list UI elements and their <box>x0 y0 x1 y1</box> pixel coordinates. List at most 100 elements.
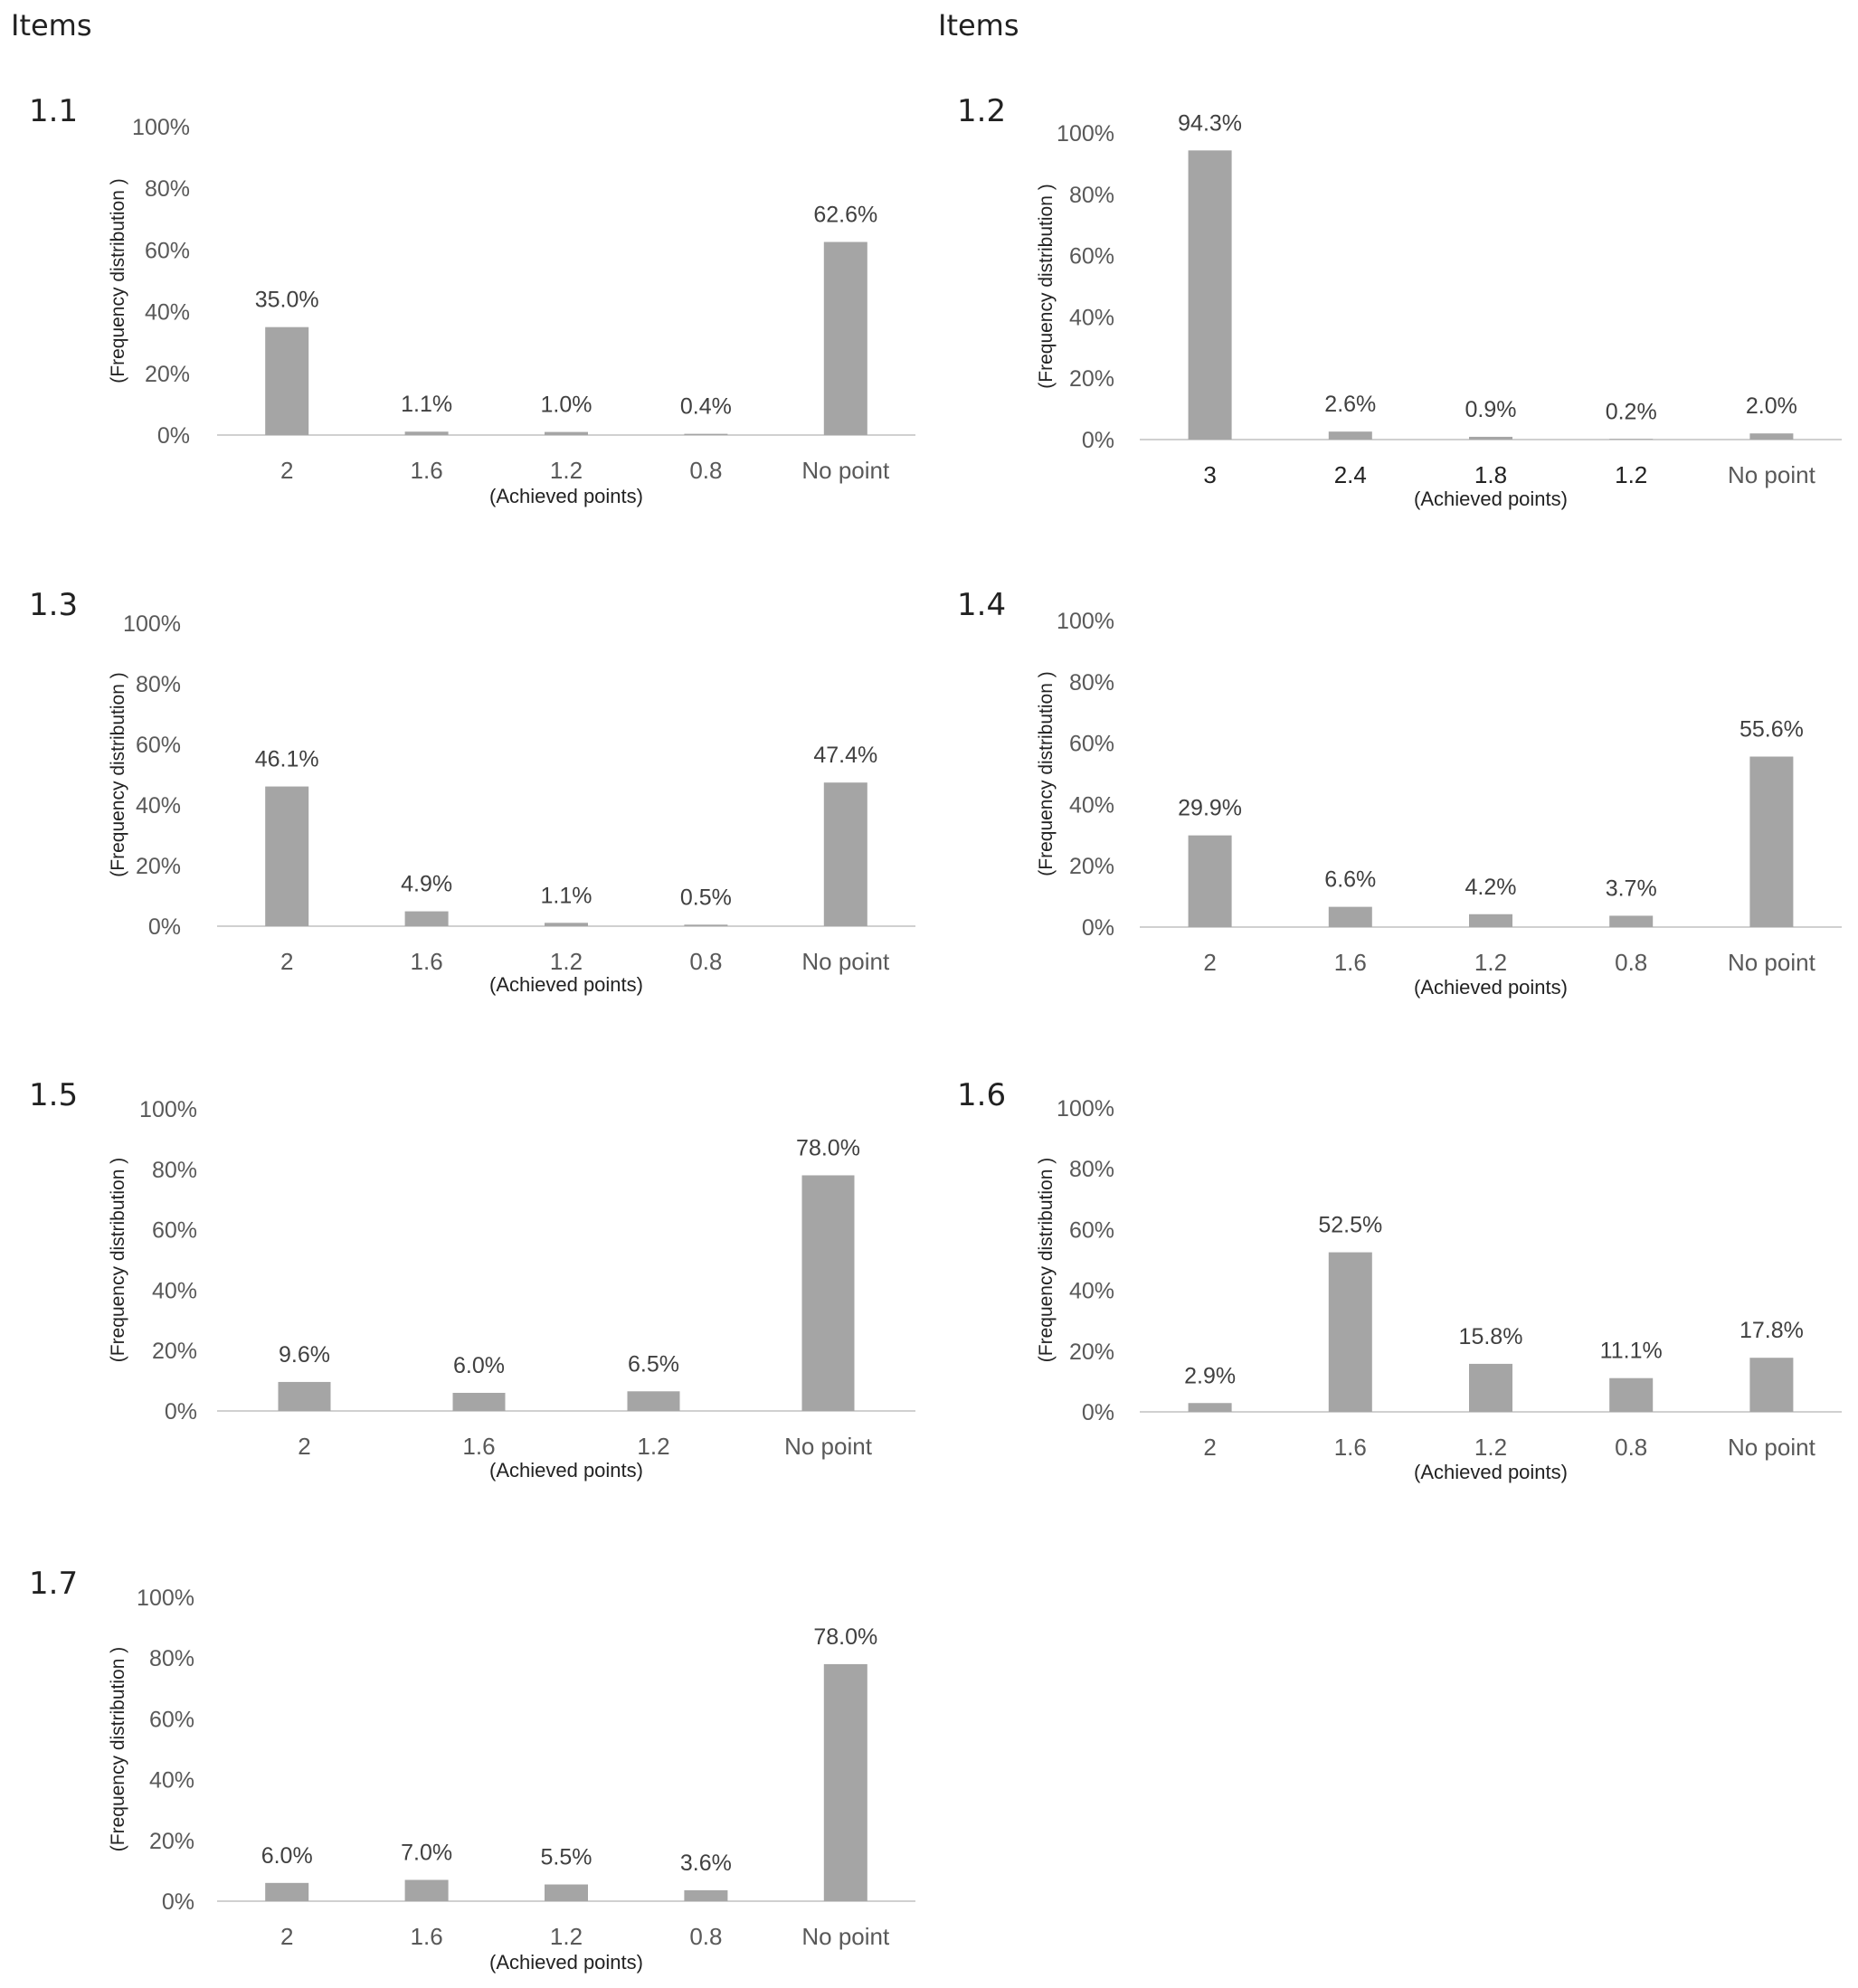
bar <box>265 1882 309 1901</box>
x-tick-label: No point <box>801 1923 890 1950</box>
x-tick-label: 0.8 <box>1615 1434 1647 1461</box>
x-axis-label: (Achieved points) <box>489 485 643 507</box>
data-label: 5.5% <box>541 1845 592 1870</box>
data-label: 15.8% <box>1459 1324 1523 1349</box>
chart-panel-1-4: 1.4 0% 20% 40% 60% 80% 100% 29.9% 2 6.6% 1.6 4.2% 1.… <box>957 587 1842 999</box>
x-tick-label: 1.6 <box>411 948 443 975</box>
y-tick-label: 100% <box>139 1097 197 1122</box>
bar <box>545 1884 588 1901</box>
y-tick-label: 100% <box>123 611 181 637</box>
bar <box>452 1392 506 1411</box>
y-tick-label: 20% <box>136 854 181 879</box>
y-tick-label: 0% <box>1082 428 1114 453</box>
x-tick-label: 0.8 <box>1615 949 1647 976</box>
x-tick-label: No point <box>1728 1434 1816 1461</box>
y-tick-label: 20% <box>152 1339 197 1364</box>
y-axis-label: (Frequency distribution ) <box>108 178 128 383</box>
y-tick-label: 60% <box>152 1218 197 1244</box>
x-tick-label: 0.8 <box>689 457 722 484</box>
y-tick-label: 80% <box>136 672 181 697</box>
data-label: 2.9% <box>1184 1363 1236 1388</box>
data-label: 94.3% <box>1178 110 1242 136</box>
y-axis-label: (Frequency distribution ) <box>108 672 128 876</box>
panel-id: 1.1 <box>29 93 78 129</box>
x-tick-label: No point <box>784 1433 873 1460</box>
bar <box>265 327 309 435</box>
y-tick-label: 40% <box>136 793 181 819</box>
x-tick-label: 1.6 <box>1334 1434 1367 1461</box>
data-label: 78.0% <box>813 1624 877 1650</box>
chart-panel-1-6: 1.6 0% 20% 40% 60% 80% 100% 2.9% 2 52.5% 1.6 15.8% 1… <box>957 1077 1842 1483</box>
chart-panel-1-5: 1.5 0% 20% 40% 60% 80% 100% 9.6% 2 6.0% 1.6 6.5% 1.2… <box>29 1077 915 1482</box>
y-axis-label: (Frequency distribution ) <box>1036 671 1057 876</box>
panel-id: 1.7 <box>29 1566 78 1602</box>
data-label: 2.6% <box>1324 392 1376 417</box>
bar <box>1609 915 1654 927</box>
data-label: 6.0% <box>261 1843 313 1869</box>
chart-panel-1-3: 1.3 0% 20% 40% 60% 80% 100% 46.1% 2 4.9% 1.6 1.1% 1.… <box>29 587 915 996</box>
x-axis-label: (Achieved points) <box>489 1459 643 1482</box>
x-tick-label: 2 <box>1203 1434 1216 1461</box>
bar <box>823 241 867 435</box>
bar <box>1609 439 1654 440</box>
x-axis-label: (Achieved points) <box>1414 1461 1568 1483</box>
y-tick-label: 80% <box>152 1158 197 1183</box>
data-label: 52.5% <box>1318 1213 1382 1238</box>
panel-id: 1.2 <box>957 93 1006 129</box>
bar <box>1188 835 1232 927</box>
data-label: 11.1% <box>1600 1339 1663 1364</box>
y-tick-label: 60% <box>1069 732 1114 757</box>
y-tick-label: 100% <box>137 1586 194 1611</box>
x-tick-label: 1.6 <box>462 1433 495 1460</box>
data-label: 4.9% <box>401 872 452 897</box>
y-tick-label: 60% <box>145 238 190 263</box>
data-label: 3.6% <box>680 1851 732 1876</box>
y-tick-label: 40% <box>1069 305 1114 330</box>
data-label: 17.8% <box>1740 1318 1804 1343</box>
y-tick-label: 60% <box>1069 244 1114 270</box>
data-label: 55.6% <box>1740 717 1804 743</box>
bar <box>801 1175 855 1411</box>
y-tick-label: 80% <box>1069 670 1114 696</box>
data-label: 2.0% <box>1746 393 1797 419</box>
bar <box>278 1381 331 1411</box>
y-tick-label: 100% <box>1057 121 1114 147</box>
x-axis-label: (Achieved points) <box>489 1951 643 1974</box>
bar <box>684 1889 728 1901</box>
y-tick-label: 0% <box>162 1889 194 1915</box>
bar <box>404 431 449 435</box>
data-label: 78.0% <box>796 1135 860 1160</box>
bar <box>545 923 588 926</box>
y-tick-label: 20% <box>1069 366 1114 392</box>
x-tick-label: 1.2 <box>550 457 583 484</box>
data-label: 47.4% <box>813 743 877 768</box>
x-tick-label: 1.2 <box>637 1433 669 1460</box>
x-tick-label: 1.8 <box>1474 461 1507 488</box>
y-tick-label: 60% <box>149 1707 194 1732</box>
y-tick-label: 40% <box>1069 1279 1114 1304</box>
x-tick-label: 1.2 <box>1474 949 1507 976</box>
panel-id: 1.3 <box>29 587 78 623</box>
data-label: 35.0% <box>255 288 319 313</box>
bar <box>823 1663 867 1901</box>
items-header-right: Items <box>938 8 1019 43</box>
bar <box>1749 1358 1794 1412</box>
data-label: 1.0% <box>541 393 592 418</box>
y-tick-label: 0% <box>1082 915 1114 941</box>
y-tick-label: 20% <box>1069 1340 1114 1365</box>
y-tick-label: 40% <box>145 300 190 326</box>
y-tick-label: 100% <box>132 115 190 140</box>
x-tick-label: No point <box>1728 461 1816 488</box>
y-tick-label: 40% <box>152 1278 197 1303</box>
bar <box>1749 433 1794 440</box>
bar <box>1328 906 1372 927</box>
x-tick-label: 2 <box>280 457 293 484</box>
data-label: 0.2% <box>1606 399 1657 424</box>
y-axis-label: (Frequency distribution ) <box>108 1647 128 1851</box>
y-tick-label: 0% <box>1082 1400 1114 1425</box>
chart-panel-1-2: 1.2 0% 20% 40% 60% 80% 100% 94.3% 3 2.6% 2.4 0.9% 1.… <box>957 93 1842 510</box>
bar <box>265 786 309 926</box>
bar <box>1469 1363 1512 1412</box>
chart-panel-1-7: 1.7 0% 20% 40% 60% 80% 100% 6.0% 2 7.0% 1.6 5.5% 1.2… <box>29 1566 915 1974</box>
